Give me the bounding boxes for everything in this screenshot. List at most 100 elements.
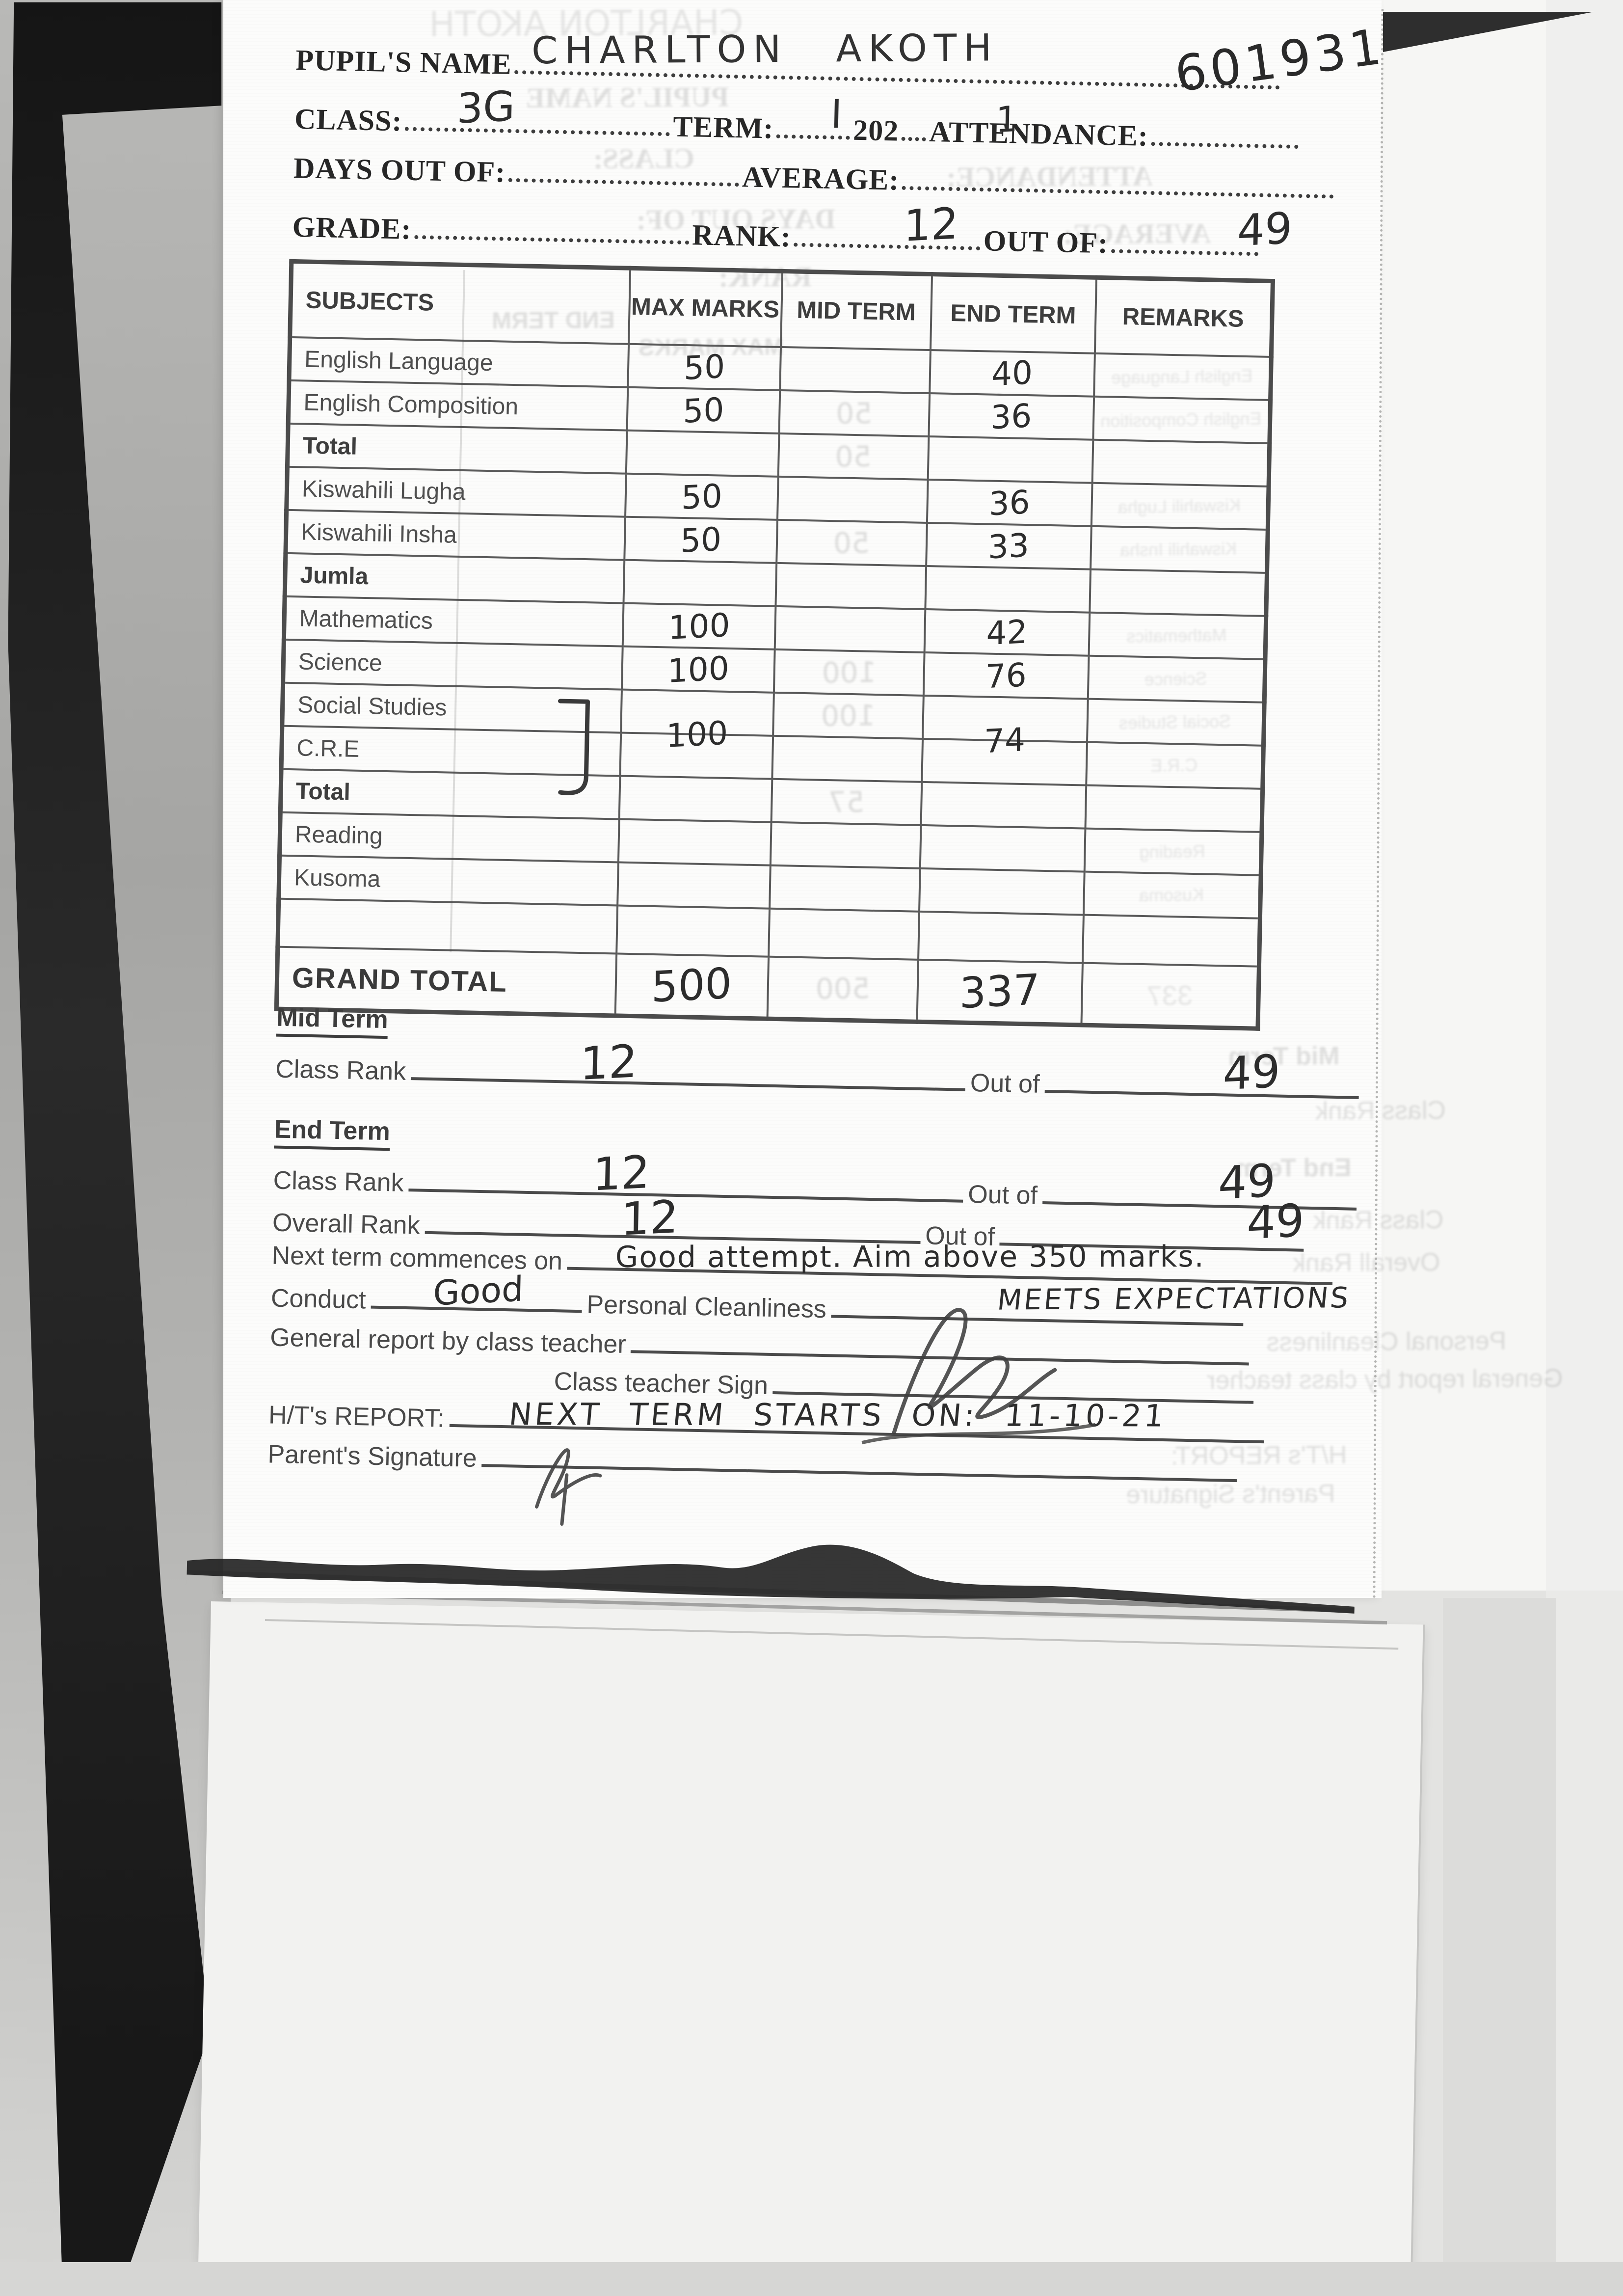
pupils-name-label: PUPIL'S NAME: [295, 43, 512, 81]
parent-signature: [535, 1448, 602, 1526]
end-term-cell: [919, 868, 1085, 915]
max-marks-cell: [616, 905, 770, 957]
serial-number: 601931: [1171, 17, 1388, 104]
mid-term-cell: 57: [771, 779, 922, 825]
remarks-ghost: 337: [1146, 979, 1193, 1011]
class-rank-label: Class Rank: [273, 1166, 404, 1197]
mid-term-cell: 100: [772, 692, 924, 739]
col-max-marks: MAX MARKS: [628, 268, 782, 347]
remarks-ghost: Kiswahili Insha: [1119, 538, 1237, 561]
subject-label: C.R.E: [281, 726, 621, 776]
grand-total-end: 337: [959, 965, 1040, 1019]
end-term-cell: 76: [923, 652, 1089, 699]
average-label: AVERAGE:: [742, 161, 900, 196]
blank-line: [408, 1186, 963, 1203]
subject-label: Reading: [279, 812, 619, 863]
subject-label: Total: [287, 423, 627, 474]
end-term-cell: [920, 825, 1085, 872]
remarks-ghost: Mathematics: [1126, 624, 1227, 647]
max-marks-cell: 50: [627, 387, 780, 433]
handwritten-bracket: [558, 699, 590, 795]
blank-line: [410, 1074, 965, 1091]
dotted-line: [405, 124, 670, 136]
max-marks-cell: 50: [625, 473, 778, 520]
report-card-content: PUPIL'S NAME CHARLTON AKOTH CLASS: ATTEN…: [186, 0, 1563, 1621]
end-term-cell: 40: [929, 350, 1095, 397]
end-term-value: 40: [991, 353, 1033, 394]
end-term-heading: End Term: [274, 1115, 391, 1151]
subject-label: [277, 898, 617, 954]
max-marks-value: 50: [683, 347, 725, 387]
mid-term-cell: [768, 908, 919, 960]
grade-label: GRADE:: [292, 210, 412, 245]
remarks-cell: C.R.E: [1086, 742, 1264, 789]
out-of-label: Out of: [970, 1068, 1040, 1099]
cleanliness-label: Personal Cleanliness: [586, 1290, 827, 1324]
term-value: I: [830, 91, 843, 137]
end-term-value: 76: [985, 655, 1027, 696]
out-of-label: Out of: [967, 1180, 1038, 1210]
mid-term-cell: [779, 347, 931, 394]
remarks-cell: Kiswahili Insha: [1090, 526, 1268, 573]
out-of-value: 49: [1237, 202, 1293, 256]
end-term-cell: 36: [927, 480, 1092, 526]
underlying-sheet: [198, 1601, 1425, 2290]
attendance-label: ATTENDANCE:: [929, 115, 1149, 152]
scanner-background-right: [1546, 0, 1623, 2296]
mid-term-cell: 500: [767, 956, 918, 1022]
mid-term-ghost: 57: [828, 785, 865, 819]
table-row: Social Studies 100 Social Studies: [282, 682, 1265, 795]
end-term-value: 36: [990, 396, 1032, 437]
mid-term-ghost: 100: [821, 699, 876, 733]
max-marks-value: 100: [665, 713, 728, 755]
rank-value: 12: [903, 198, 959, 251]
class-value: 3G: [456, 81, 516, 133]
max-marks-cell: [617, 862, 771, 909]
mid-term-ghost: 50: [835, 396, 873, 431]
remarks-cell: [1085, 785, 1263, 832]
dotted-line: [1151, 139, 1299, 149]
remarks-ghost: Social Studies: [1118, 711, 1231, 733]
remarks-ghost: C.R.E: [1150, 755, 1198, 776]
blank-line: [1044, 1087, 1359, 1099]
general-report-line: General report by class teacher: [270, 1323, 1254, 1372]
remarks-ghost: English Composition: [1100, 408, 1262, 431]
mid-term-cell: 100: [773, 649, 925, 696]
subject-label: Kiswahili Lugha: [286, 466, 626, 517]
class-label: CLASS:: [294, 102, 403, 137]
overall-rank-value: 12: [620, 1190, 679, 1246]
mid-out-of-value: 49: [1222, 1045, 1281, 1101]
remarks-cell: Reading: [1084, 828, 1262, 875]
subject-label: Kiswahili Insha: [285, 510, 625, 560]
conduct-label: Conduct: [270, 1284, 367, 1315]
remarks-cell: Mathematics: [1089, 612, 1266, 659]
mid-term-cell: 50: [778, 433, 929, 480]
class-term-line: CLASS: TERM: 202 ATTENDANCE: 3G I 1: [294, 82, 1302, 156]
days-out-label: DAYS OUT OF:: [293, 151, 506, 189]
end-class-rank-line: Class Rank Out of 12 49: [273, 1146, 1361, 1217]
dotted-line: [902, 183, 1334, 199]
max-marks-value: 100: [668, 606, 730, 647]
end-term-label: End Term: [274, 1115, 391, 1151]
term-label: TERM:: [672, 110, 774, 145]
dotted-line: [1111, 246, 1258, 256]
mid-term-ghost: 500: [815, 971, 870, 1006]
general-report-label: General report by class teacher: [269, 1323, 627, 1359]
end-term-cell: 33: [926, 522, 1091, 569]
grade-rank-line: GRADE: RANK: OUT OF: 12 49: [292, 198, 1293, 264]
max-marks-cell: 500: [615, 953, 769, 1019]
max-marks-value: 50: [681, 477, 722, 517]
torn-page-bottom-edge: [186, 1544, 1355, 1614]
mid-class-rank-line: Class Rank Out of 12 49: [275, 1035, 1364, 1106]
pupils-name-line: PUPIL'S NAME CHARLTON AKOTH 601931: [295, 17, 1388, 103]
mid-term-label: Mid Term: [276, 1003, 388, 1039]
mid-class-rank-value: 12: [579, 1035, 638, 1091]
max-marks-value: 50: [682, 390, 724, 431]
remarks-cell: Kiswahili Lugha: [1091, 483, 1269, 530]
remarks-cell: [1089, 569, 1267, 616]
end-term-cell: [921, 782, 1086, 829]
mid-term-ghost: 50: [835, 439, 872, 474]
mid-term-cell: [777, 476, 928, 523]
subject-label: Social Studies: [282, 682, 622, 795]
ghost-cleanliness: Personal Cleanliness: [1266, 1326, 1507, 1357]
